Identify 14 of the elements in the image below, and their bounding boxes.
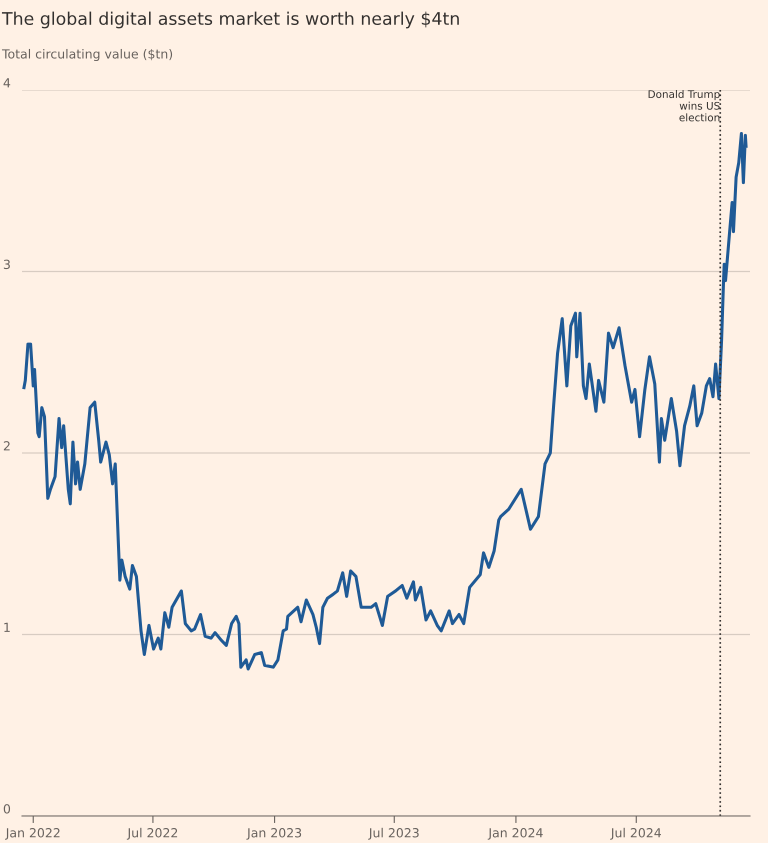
y-tick-label: 2 xyxy=(4,441,10,450)
y-tick-label: 4 xyxy=(4,78,10,88)
x-tick-label: Jan 2022 xyxy=(5,828,60,840)
chart-subtitle: Total circulating value ($tn) xyxy=(2,48,172,62)
x-tick-label: Jul 2024 xyxy=(610,828,662,840)
x-tick-label: Jul 2023 xyxy=(368,828,419,840)
chart-title: The global digital assets market is worth nearly $4tn xyxy=(2,12,459,28)
ref-line-label: Donald Trump wins US election xyxy=(648,90,720,122)
y-tick-label: 3 xyxy=(4,260,10,270)
x-tick-label: Jan 2023 xyxy=(246,828,302,840)
y-tick-label: 0 xyxy=(4,804,10,814)
x-tick-label: Jul 2022 xyxy=(126,828,178,840)
x-tick-label: Jan 2024 xyxy=(488,828,543,840)
y-tick-label: 1 xyxy=(4,622,10,632)
